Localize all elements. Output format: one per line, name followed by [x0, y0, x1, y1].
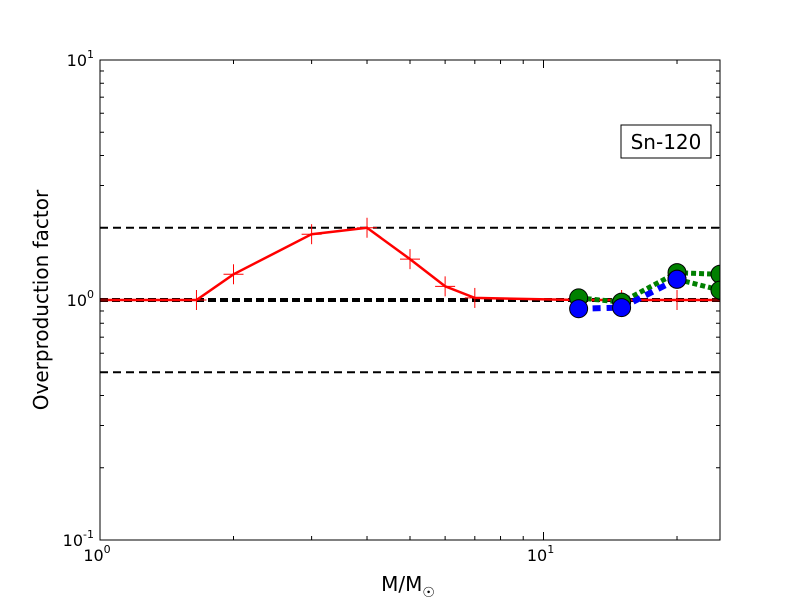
series-layer [100, 217, 720, 319]
series-3 [569, 269, 687, 319]
x-axis-label: M/M☉ [381, 572, 435, 600]
y-tick-label-1: 100 [67, 288, 94, 310]
series-3-point-2 [667, 269, 687, 289]
x-tick-label-1: 101 [527, 543, 554, 565]
x-tick-label-0: 100 [83, 543, 110, 565]
series-0-point-10 [667, 290, 688, 310]
series-3-point-1 [612, 298, 632, 318]
series-2-point-1 [710, 280, 720, 300]
annotation-box: Sn-120 [620, 124, 712, 159]
series-1-point-3 [710, 264, 720, 284]
series-0-point-1 [186, 290, 207, 310]
series-0-point-4 [357, 217, 378, 238]
series-0-point-2 [223, 264, 244, 285]
y-tick-label-0: 10-1 [63, 528, 94, 550]
series-0-point-7 [464, 287, 485, 308]
series-0-point-6 [435, 276, 456, 297]
y-axis-label: Overproduction factor [29, 189, 53, 410]
series-line-1 [578, 270, 720, 305]
series-0-point-3 [301, 224, 322, 245]
series-0-point-5 [400, 249, 420, 270]
y-tick-label-2: 101 [67, 48, 94, 70]
series-3-point-0 [569, 299, 589, 319]
annotation-label: Sn-120 [631, 130, 702, 154]
